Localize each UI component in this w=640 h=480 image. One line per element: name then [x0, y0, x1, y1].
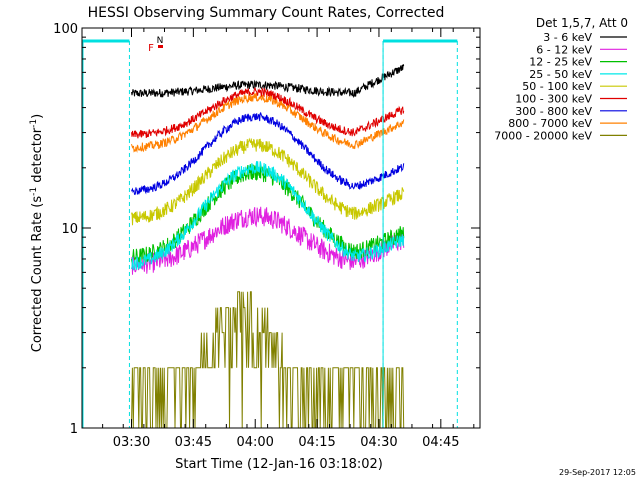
legend-label-6: 300 - 800 keV	[515, 105, 592, 118]
x-tick-label-2: 04:00	[236, 435, 273, 450]
chart-title: HESSI Observing Summary Count Rates, Cor…	[88, 5, 445, 21]
y-axis-label-sup1: -1	[29, 187, 39, 196]
y-axis-label-mid: detector	[30, 127, 45, 187]
flag-f-marker	[158, 45, 163, 48]
y-tick-label-1: 10	[61, 222, 78, 237]
x-tick-label-3: 04:15	[298, 435, 335, 450]
flag-f-label: F	[148, 43, 154, 54]
legend-label-5: 100 - 300 keV	[515, 93, 592, 106]
legend-label-3: 25 - 50 keV	[529, 68, 592, 81]
x-tick-label-1: 03:45	[175, 435, 212, 450]
legend-label-4: 50 - 100 keV	[522, 80, 592, 93]
legend-title: Det 1,5,7, Att 0	[536, 16, 628, 30]
timestamp: 29-Sep-2017 12:05	[559, 468, 636, 477]
legend-label-8: 7000 - 20000 keV	[494, 129, 592, 142]
y-axis-label-main: Corrected Count Rate (s	[30, 196, 45, 353]
series-line-5	[131, 87, 405, 139]
series-line-4	[131, 137, 405, 226]
y-axis-label: Corrected Count Rate (s-1 detector-1)	[29, 114, 45, 352]
x-axis-label: Start Time (12-Jan-16 03:18:02)	[175, 457, 383, 472]
series-line-8	[131, 291, 405, 429]
legend-label-0: 3 - 6 keV	[543, 31, 592, 44]
series-line-3	[131, 160, 405, 271]
x-tick-label-5: 04:45	[422, 435, 459, 450]
legend-label-1: 6 - 12 keV	[536, 43, 592, 56]
y-axis-label-end: )	[30, 114, 45, 119]
legend-label-2: 12 - 25 keV	[529, 56, 592, 69]
axes: 1 10 100 03:30 03:45 04:00 04:15 04:30 04:45	[53, 22, 481, 450]
legend-label-7: 800 - 7000 keV	[508, 117, 592, 130]
flag-n-label: N	[157, 36, 164, 46]
y-tick-label-0: 1	[70, 422, 78, 437]
y-tick-label-2: 100	[53, 22, 78, 37]
series-line-6	[131, 111, 405, 196]
series-line-0	[131, 64, 405, 98]
y-axis-label-sup2: -1	[29, 119, 39, 128]
markers: NF	[82, 36, 458, 428]
x-tick-label-4: 04:30	[360, 435, 397, 450]
series-line-7	[131, 92, 405, 154]
series-layer	[131, 64, 405, 429]
x-tick-label-0: 03:30	[113, 435, 150, 450]
